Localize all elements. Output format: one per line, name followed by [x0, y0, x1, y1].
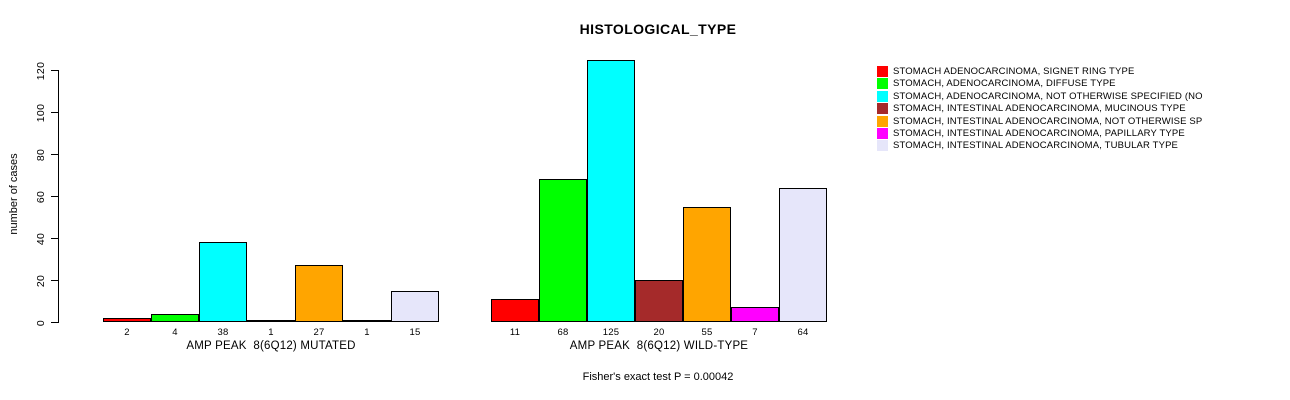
y-axis-line — [58, 70, 59, 323]
y-tick — [51, 154, 58, 155]
y-tick-label: 40 — [35, 232, 47, 245]
legend-swatch — [877, 140, 888, 152]
bar — [295, 265, 343, 322]
bar — [683, 206, 731, 322]
bar-value-label: 68 — [557, 327, 569, 338]
bar-value-label: 1 — [364, 327, 370, 338]
bar — [151, 313, 199, 322]
y-tick-label: 0 — [35, 319, 47, 326]
legend-swatch — [877, 128, 888, 139]
bar-value-label: 27 — [313, 327, 325, 338]
bar — [491, 298, 539, 322]
legend-label: STOMACH, ADENOCARCINOMA, NOT OTHERWISE S… — [893, 90, 1203, 102]
legend: STOMACH ADENOCARCINOMA, SIGNET RING TYPE… — [877, 66, 1203, 153]
legend-swatch — [877, 78, 888, 90]
legend-item: STOMACH, ADENOCARCINOMA, NOT OTHERWISE S… — [877, 90, 1203, 102]
bar-value-label: 1 — [268, 327, 274, 338]
y-tick-label: 20 — [35, 274, 47, 287]
legend-item: STOMACH ADENOCARCINOMA, SIGNET RING TYPE — [877, 66, 1203, 78]
bar — [635, 280, 683, 322]
y-tick — [51, 112, 58, 113]
bar — [343, 319, 391, 322]
legend-label: STOMACH, INTESTINAL ADENOCARCINOMA, PAPI… — [893, 128, 1185, 139]
bar — [391, 290, 439, 322]
legend-label: STOMACH ADENOCARCINOMA, SIGNET RING TYPE — [893, 66, 1135, 78]
bar-value-label: 20 — [653, 327, 665, 338]
x-axis-group-label: AMP PEAK 8(6Q12) WILD-TYPE — [569, 340, 749, 352]
legend-label: STOMACH, INTESTINAL ADENOCARCINOMA, TUBU… — [893, 140, 1179, 152]
y-tick-label: 60 — [35, 190, 47, 203]
bar — [587, 59, 635, 322]
legend-swatch — [877, 103, 888, 115]
legend-swatch — [877, 90, 888, 102]
x-axis-group-label: AMP PEAK 8(6Q12) MUTATED — [186, 340, 356, 352]
legend-item: STOMACH, INTESTINAL ADENOCARCINOMA, NOT … — [877, 115, 1203, 127]
bar-value-label: 15 — [409, 327, 421, 338]
bar-value-label: 11 — [509, 327, 521, 338]
y-tick-label: 120 — [35, 61, 47, 80]
bar-value-label: 38 — [217, 327, 229, 338]
legend-label: STOMACH, INTESTINAL ADENOCARCINOMA, MUCI… — [893, 103, 1186, 115]
fisher-test-note: Fisher's exact test P = 0.00042 — [582, 371, 734, 383]
legend-label: STOMACH, ADENOCARCINOMA, DIFFUSE TYPE — [893, 78, 1116, 90]
y-tick — [51, 70, 58, 71]
bar-value-label: 4 — [172, 327, 178, 338]
legend-swatch — [877, 115, 888, 127]
bar — [103, 317, 151, 322]
legend-item: STOMACH, INTESTINAL ADENOCARCINOMA, TUBU… — [877, 140, 1203, 152]
bar-value-label: 7 — [752, 327, 758, 338]
bar-value-label: 2 — [124, 327, 130, 338]
y-tick — [51, 196, 58, 197]
legend-item: STOMACH, INTESTINAL ADENOCARCINOMA, MUCI… — [877, 103, 1203, 115]
y-tick-label: 100 — [35, 103, 47, 122]
bar — [199, 242, 247, 322]
y-axis-label: number of cases — [8, 153, 20, 235]
legend-label: STOMACH, INTESTINAL ADENOCARCINOMA, NOT … — [893, 115, 1203, 127]
legend-item: STOMACH, INTESTINAL ADENOCARCINOMA, PAPI… — [877, 128, 1203, 139]
y-tick — [51, 280, 58, 281]
y-tick-label: 80 — [35, 148, 47, 161]
bar-value-label: 64 — [797, 327, 809, 338]
bar — [731, 307, 779, 322]
bar — [779, 187, 827, 322]
chart-title: HISTOLOGICAL_TYPE — [579, 21, 737, 37]
y-tick — [51, 322, 58, 323]
legend-item: STOMACH, ADENOCARCINOMA, DIFFUSE TYPE — [877, 78, 1203, 90]
bar — [247, 319, 295, 322]
bar — [539, 179, 587, 322]
bar-value-label: 55 — [701, 327, 713, 338]
legend-swatch — [877, 66, 888, 78]
y-tick — [51, 238, 58, 239]
bar-value-label: 125 — [602, 327, 620, 338]
